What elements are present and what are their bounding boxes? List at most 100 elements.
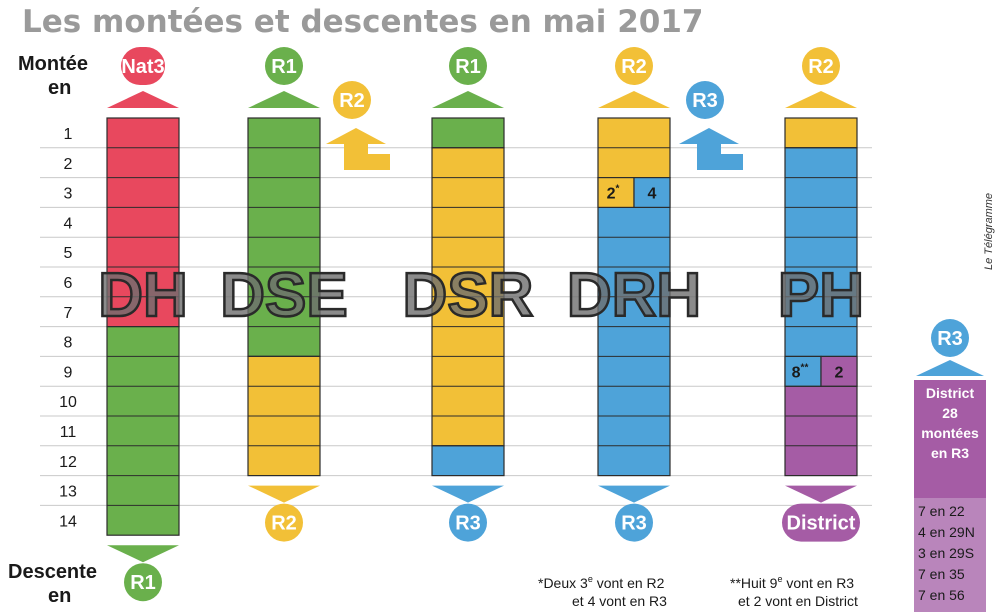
segment-dsr-0 — [431, 117, 505, 149]
label-montee-en: en — [48, 77, 71, 99]
district-up-badge-shape — [931, 319, 969, 357]
down-badge-dse: R2 — [265, 503, 303, 542]
up-badge-dsr-shape — [449, 47, 487, 85]
down-arrow-drh — [598, 485, 670, 503]
segment-ph-0 — [784, 117, 858, 149]
down-arrow-ph — [785, 485, 857, 503]
district-box-list-bg — [914, 498, 986, 612]
row-number-10: 10 — [59, 394, 77, 411]
down-arrow-dse — [248, 485, 320, 503]
footnotes: *Deux 3e vont en R2 et 4 vont en R3 **Huit… — [538, 574, 858, 609]
row-number-4: 4 — [64, 215, 73, 232]
division-name-dh: DH — [98, 261, 188, 330]
row-number-9: 9 — [64, 364, 73, 381]
down-badge-drh-shape — [615, 503, 653, 542]
row-number-6: 6 — [64, 275, 73, 292]
down-badge-ph-shape — [782, 503, 860, 542]
side-badge-ph-shape — [686, 81, 724, 119]
up-arrow-dse — [248, 91, 320, 108]
district-item-2: 4 en 29N — [918, 524, 975, 540]
district-box: R3 District 28 montées en R3 7 en 22 4 en 29N 3… — [914, 319, 986, 612]
column-dh: Nat3 R1 — [106, 47, 180, 602]
up-badge-drh-shape — [615, 47, 653, 85]
footnote-2: **Huit 9e vont en R3 et 2 vont en Distric… — [730, 574, 858, 609]
division-name-ph: PH — [778, 261, 864, 330]
footnote-2-line-1: **Huit 9e vont en R3 — [730, 574, 854, 591]
district-item-4: 7 en 35 — [918, 566, 965, 582]
side-badge-dsr: R2 — [333, 81, 371, 119]
split-right-ph — [820, 355, 858, 387]
down-badge-ph: District — [782, 503, 860, 542]
down-badge-drh: R3 — [615, 503, 653, 542]
up-badge-dse: R1 — [265, 47, 303, 85]
row-number-1: 1 — [64, 126, 73, 143]
segment-dsr-2 — [431, 445, 505, 477]
district-header-line-2: 28 — [942, 405, 958, 421]
up-arrow-drh — [598, 91, 670, 108]
row-number-12: 12 — [59, 454, 77, 471]
row-number-11: 11 — [60, 424, 77, 441]
up-badge-ph-label: R2 — [808, 56, 834, 78]
up-arrow-dh — [107, 91, 179, 108]
segment-dh-0 — [106, 117, 180, 328]
segment-ph-2 — [784, 385, 858, 477]
up-arrow-dsr — [432, 91, 504, 108]
down-arrow-dsr — [432, 485, 504, 503]
footnote-2-line-2: et 2 vont en District — [738, 593, 858, 609]
up-badge-drh: R2 — [615, 47, 653, 85]
down-arrow-dh — [107, 545, 179, 563]
down-badge-dse-label: R2 — [271, 513, 297, 535]
down-badge-dsr-label: R3 — [455, 513, 481, 535]
down-badge-dsr-shape — [449, 503, 487, 542]
side-badge-ph-label: R3 — [692, 90, 718, 112]
division-name-drh: DRH — [567, 261, 701, 330]
district-item-5: 7 en 56 — [918, 587, 965, 603]
row-number-8: 8 — [64, 335, 73, 352]
up-badge-drh-label: R2 — [621, 56, 647, 78]
up-badge-dh: Nat3 — [121, 47, 165, 85]
page-title: Les montées et descentes en mai 2017 — [22, 4, 703, 40]
side-badge-dsr-label: R2 — [339, 90, 365, 112]
side-arrow-ph — [679, 128, 743, 170]
segment-dh-1 — [106, 326, 180, 536]
up-badge-dsr-label: R1 — [455, 56, 481, 78]
split-left-ph — [784, 355, 822, 387]
down-badge-dse-shape — [265, 503, 303, 542]
district-up-badge-label: R3 — [937, 328, 963, 350]
row-number-5: 5 — [64, 245, 73, 262]
side-arrow-dsr — [326, 128, 390, 170]
district-up-badge: R3 — [931, 319, 969, 357]
up-badge-dsr: R1 — [449, 47, 487, 85]
split-right-value-ph: 2 — [835, 364, 844, 381]
division-name-dsr: DSR — [403, 261, 534, 330]
footnote-1: *Deux 3e vont en R2 et 4 vont en R3 — [538, 574, 667, 609]
district-item-3: 3 en 29S — [918, 545, 974, 561]
down-badge-ph-label: District — [787, 513, 856, 535]
up-badge-dh-shape — [121, 47, 165, 85]
footnote-1-line-2: et 4 vont en R3 — [572, 593, 667, 609]
row-number-7: 7 — [64, 305, 73, 322]
up-badge-ph: R2 — [802, 47, 840, 85]
row-number-3: 3 — [64, 186, 73, 203]
label-descente: Descente — [8, 561, 97, 583]
down-badge-dh: R1 — [124, 563, 162, 602]
label-montee: Montée — [18, 53, 88, 75]
division-name-dse: DSE — [220, 261, 347, 330]
up-badge-dse-label: R1 — [271, 56, 297, 78]
split-right-value-drh: 4 — [648, 186, 657, 203]
up-badge-dse-shape — [265, 47, 303, 85]
down-badge-drh-label: R3 — [621, 513, 647, 535]
district-header-line-1: District — [926, 385, 975, 401]
footnote-1-line-1: *Deux 3e vont en R2 — [538, 574, 665, 591]
district-header-line-4: en R3 — [931, 445, 969, 461]
down-badge-dh-shape — [124, 563, 162, 602]
row-number-2: 2 — [64, 156, 73, 173]
credit: Le Télégramme — [983, 193, 995, 270]
district-up-arrow — [916, 360, 984, 376]
district-item-1: 7 en 22 — [918, 503, 965, 519]
